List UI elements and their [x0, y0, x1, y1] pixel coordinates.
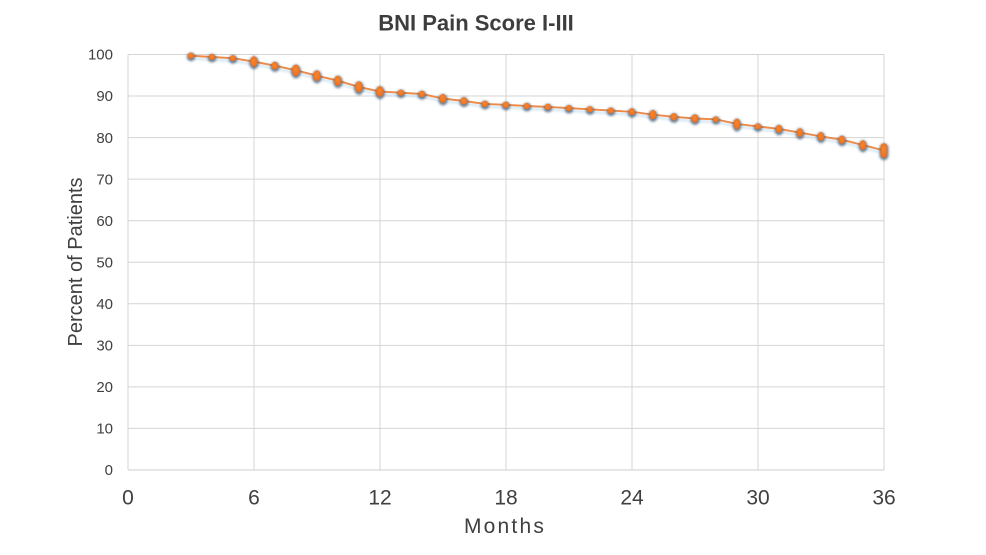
- svg-text:BNI Pain Score I-III: BNI Pain Score I-III: [378, 11, 574, 36]
- svg-text:12: 12: [368, 487, 391, 510]
- svg-text:60: 60: [96, 213, 113, 230]
- svg-text:0: 0: [122, 487, 134, 510]
- svg-text:80: 80: [96, 130, 113, 147]
- svg-text:36: 36: [872, 487, 895, 510]
- svg-text:10: 10: [96, 421, 113, 438]
- svg-text:30: 30: [96, 338, 113, 355]
- svg-text:70: 70: [96, 171, 113, 188]
- svg-text:18: 18: [494, 487, 517, 510]
- svg-text:90: 90: [96, 88, 113, 105]
- svg-text:24: 24: [620, 487, 644, 510]
- svg-text:0: 0: [105, 462, 113, 479]
- svg-text:40: 40: [96, 296, 113, 313]
- svg-text:6: 6: [248, 487, 260, 510]
- svg-text:Months: Months: [464, 515, 546, 538]
- svg-text:50: 50: [96, 254, 113, 271]
- svg-text:100: 100: [88, 47, 113, 64]
- svg-text:30: 30: [746, 487, 769, 510]
- svg-text:Percent of Patients: Percent of Patients: [65, 178, 87, 347]
- svg-text:20: 20: [96, 379, 113, 396]
